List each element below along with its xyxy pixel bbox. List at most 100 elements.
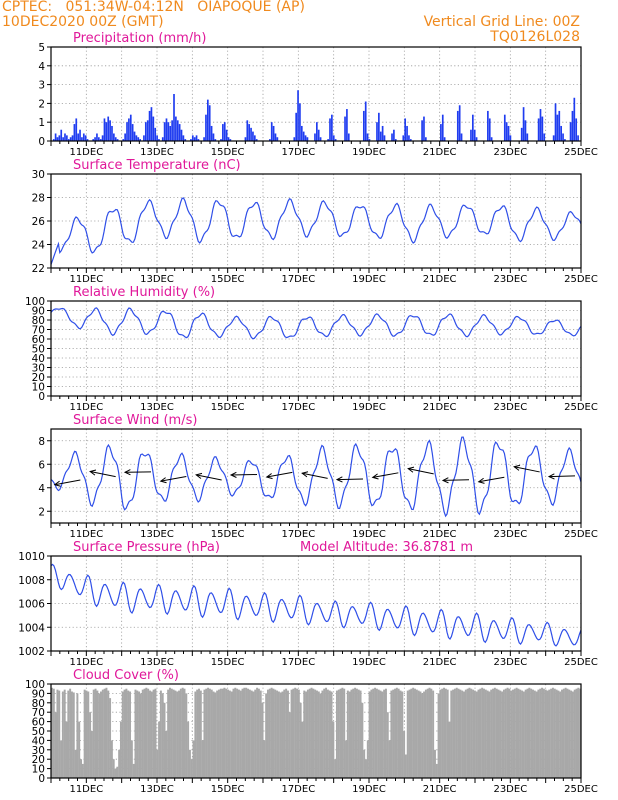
precip-bar xyxy=(163,122,166,141)
cloud-bar xyxy=(72,692,75,778)
cloud-bar xyxy=(237,689,240,778)
cloud-bar xyxy=(123,689,126,778)
precip-bar xyxy=(560,125,563,141)
precip-bar xyxy=(537,118,540,141)
cloud-bar xyxy=(403,731,406,778)
precip-bar xyxy=(246,120,249,141)
date-label-precip: 17DEC xyxy=(281,147,315,158)
precip-bar xyxy=(524,120,527,141)
y-tick-label-wind: 8 xyxy=(38,436,45,448)
cloud-bar xyxy=(461,690,464,778)
precip-bar xyxy=(564,139,566,141)
cloud-bar xyxy=(210,689,213,778)
cloud-bar xyxy=(266,689,269,778)
precip-bar xyxy=(195,135,198,141)
cloud-bar xyxy=(248,689,251,778)
cloud-bar xyxy=(228,690,231,778)
panel-title-rh: Relative Humidity (%) xyxy=(73,285,215,300)
cloud-bar xyxy=(294,687,297,778)
precip-bar xyxy=(300,125,303,141)
cloud-bar xyxy=(272,688,275,778)
cloud-bar xyxy=(350,689,353,778)
precip-bar xyxy=(297,90,299,141)
wind-vector-head xyxy=(441,477,449,484)
wind-vector-head xyxy=(513,464,521,471)
cloud-bar xyxy=(96,690,99,778)
precip-bar xyxy=(107,116,110,141)
cloud-bar xyxy=(481,687,484,778)
precip-bar xyxy=(522,107,525,141)
precip-bar xyxy=(124,133,126,141)
precip-bar xyxy=(154,127,157,141)
precip-bar xyxy=(509,135,512,141)
cloud-bar xyxy=(112,759,115,778)
wind-vector-head xyxy=(265,473,273,480)
y-tick-label-rh: 30 xyxy=(32,363,45,375)
precip-bar xyxy=(97,137,100,141)
panel-title-psfc: Surface Pressure (hPa) xyxy=(73,540,220,555)
precip-bar xyxy=(84,135,87,141)
panel-title-temp: Surface Temperature (nC) xyxy=(73,158,241,173)
wind-vector-head xyxy=(547,473,555,480)
cloud-bar xyxy=(544,689,547,778)
date-label-temp: 11DEC xyxy=(69,274,103,285)
cloud-bar xyxy=(472,689,475,778)
precip-bar xyxy=(317,129,320,141)
cloud-bar xyxy=(268,688,271,778)
cloud-bar xyxy=(453,688,456,778)
precip-bar xyxy=(577,135,579,141)
y-tick-label-temp: 24 xyxy=(32,240,46,252)
precip-bar xyxy=(319,137,322,141)
precip-bar xyxy=(208,105,211,141)
cloud-bar xyxy=(510,690,513,778)
cloud-bar xyxy=(261,702,264,778)
date-label-rh: 13DEC xyxy=(140,402,174,413)
cloud-bar xyxy=(388,740,391,778)
cloud-bar xyxy=(161,693,164,778)
cloud-bar xyxy=(374,687,377,778)
precip-bar xyxy=(56,137,59,141)
cloud-bar xyxy=(524,689,527,778)
cloud-bar xyxy=(89,712,92,778)
wind-vector xyxy=(302,472,328,479)
cloud-bar xyxy=(332,721,335,778)
precip-bar xyxy=(167,122,170,141)
cloud-bar xyxy=(297,689,300,778)
y-tick-label-rh: 90 xyxy=(32,306,45,318)
wind-vector xyxy=(90,471,116,478)
precip-bar xyxy=(539,109,542,141)
precip-bar xyxy=(408,135,410,141)
precip-bar xyxy=(178,124,181,141)
precip-bar xyxy=(101,135,104,141)
cloud-bar xyxy=(317,691,320,778)
cloud-bar xyxy=(542,688,545,778)
cloud-bar xyxy=(513,688,516,778)
cloud-bar xyxy=(488,691,491,778)
cloud-bar xyxy=(477,689,480,778)
cloud-bar xyxy=(277,691,280,778)
cloud-bar xyxy=(127,690,130,778)
cloud-bar xyxy=(308,688,311,778)
y-tick-label-cloud: 50 xyxy=(32,726,45,738)
precip-bar xyxy=(329,118,331,141)
cloud-bar xyxy=(207,687,210,778)
wind-vector-head xyxy=(477,477,485,484)
precip-bar xyxy=(214,139,217,141)
cloud-bar xyxy=(571,691,574,778)
cloud-bar xyxy=(256,687,259,778)
precip-bar xyxy=(470,129,472,141)
cloud-bar xyxy=(452,689,455,778)
cloud-bar xyxy=(345,740,348,778)
precip-bar xyxy=(220,139,222,141)
precip-bar xyxy=(347,133,350,141)
date-label-cloud: 17DEC xyxy=(281,784,315,795)
cloud-bar xyxy=(473,690,476,778)
cloud-bar xyxy=(579,688,582,778)
precip-bar xyxy=(393,129,395,141)
precip-bar xyxy=(443,137,446,141)
wind-vector-head xyxy=(335,476,343,483)
precip-bar xyxy=(562,133,564,141)
cloud-bar xyxy=(325,687,328,778)
date-label-temp: 23DEC xyxy=(493,274,527,285)
cloud-bar xyxy=(323,688,326,778)
